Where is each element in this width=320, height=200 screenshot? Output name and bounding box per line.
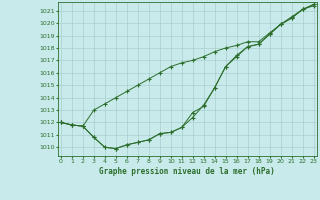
X-axis label: Graphe pression niveau de la mer (hPa): Graphe pression niveau de la mer (hPa) <box>99 167 275 176</box>
